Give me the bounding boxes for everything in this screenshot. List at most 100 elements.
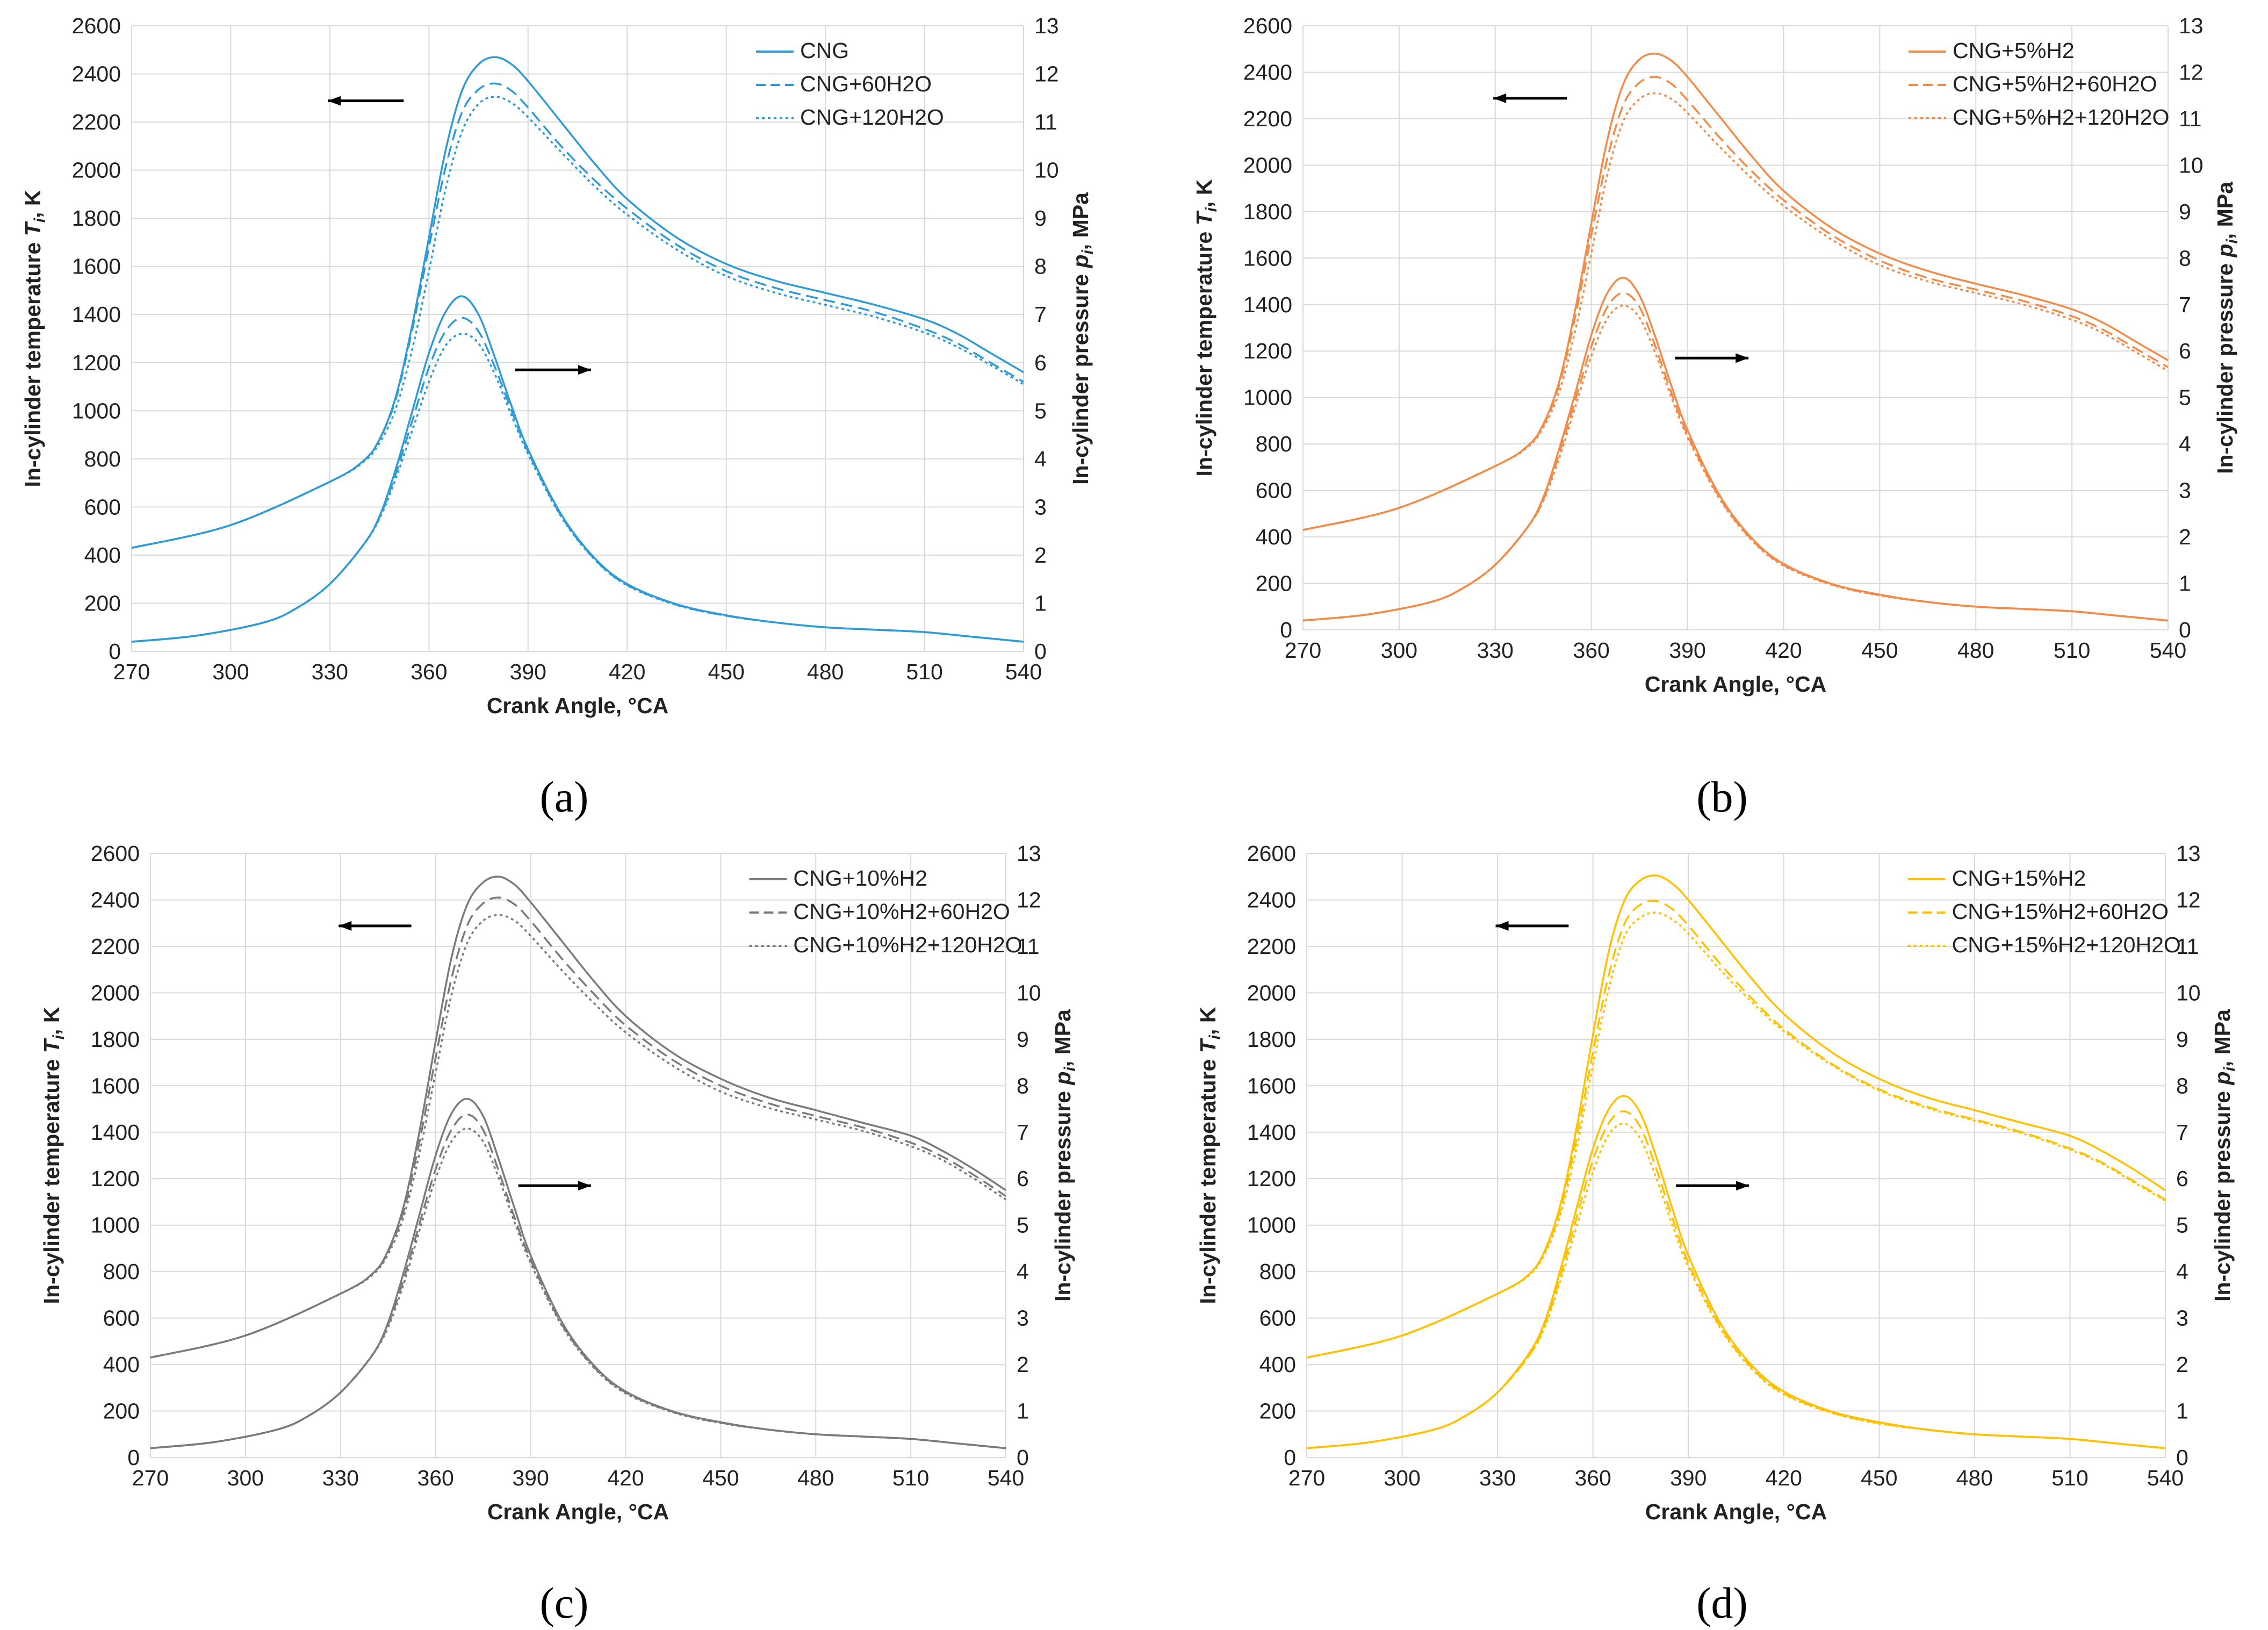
y-tick-label: 400 bbox=[1259, 1352, 1296, 1377]
legend-label: CNG+60H2O bbox=[800, 71, 932, 96]
y2-tick-label: 9 bbox=[1034, 206, 1047, 231]
y2-tick-label: 0 bbox=[1034, 639, 1047, 664]
y2-tick-label: 12 bbox=[1017, 887, 1041, 912]
y-tick-label: 1000 bbox=[72, 398, 121, 423]
panel-caption: (a) bbox=[539, 772, 588, 821]
x-axis-title: Crank Angle, °CA bbox=[1645, 1499, 1827, 1524]
y2-tick-label: 2 bbox=[2179, 525, 2191, 549]
y2-tick-label: 2 bbox=[2176, 1352, 2188, 1377]
y2-tick-label: 1 bbox=[1017, 1399, 1029, 1424]
series-line-temperature-dot bbox=[1306, 911, 2166, 1359]
y-tick-label: 400 bbox=[103, 1352, 140, 1377]
legend-label: CNG+15%H2+120H2O bbox=[1952, 932, 2181, 957]
panel-caption: (b) bbox=[1696, 772, 1748, 821]
y-tick-label: 1000 bbox=[91, 1213, 140, 1238]
y-tick-label: 1600 bbox=[91, 1073, 140, 1098]
y-tick-label: 2200 bbox=[91, 934, 140, 959]
y-tick-label: 1000 bbox=[1247, 1213, 1296, 1238]
pressure-axis-arrow-head bbox=[1736, 1181, 1749, 1191]
chart-panel-d: 270 300 330 360 390 420 450 480 510 5400200400600… bbox=[1196, 841, 2238, 1627]
y2-tick-label: 6 bbox=[1017, 1166, 1029, 1191]
x-tick-label: 300 bbox=[1381, 638, 1417, 663]
x-tick-label: 450 bbox=[708, 659, 744, 684]
series-line-temperature-dash bbox=[150, 896, 1006, 1359]
series-line-temperature-solid bbox=[1306, 874, 2166, 1359]
y-tick-label: 800 bbox=[84, 447, 121, 471]
y-tick-label: 2600 bbox=[91, 841, 140, 866]
y2-tick-label: 5 bbox=[1034, 398, 1047, 423]
y-tick-label: 1200 bbox=[1247, 1166, 1296, 1191]
x-tick-label: 450 bbox=[1861, 1466, 1897, 1490]
y-tick-label: 1800 bbox=[72, 206, 121, 231]
y-tick-label: 800 bbox=[1259, 1259, 1296, 1284]
y2-tick-label: 4 bbox=[1017, 1259, 1029, 1284]
legend-label: CNG+5%H2+120H2O bbox=[1953, 105, 2169, 130]
x-tick-label: 270 bbox=[1285, 638, 1321, 663]
y-tick-label: 2400 bbox=[1243, 60, 1292, 84]
x-tick-label: 450 bbox=[1861, 638, 1898, 663]
x-tick-label: 540 bbox=[2150, 638, 2186, 663]
y-tick-label: 1000 bbox=[1243, 385, 1292, 410]
x-axis-title: Crank Angle, °CA bbox=[487, 693, 668, 718]
y-tick-label: 1800 bbox=[1243, 199, 1292, 224]
x-tick-label: 330 bbox=[312, 659, 348, 684]
y2-tick-label: 7 bbox=[1017, 1120, 1029, 1145]
y-tick-label: 1200 bbox=[1243, 339, 1292, 363]
legend-label: CNG+120H2O bbox=[800, 105, 944, 130]
legend-label: CNG+15%H2 bbox=[1952, 866, 2086, 891]
chart-panel-b: 270 300 330 360 390 420 450 480 510 5400200400600… bbox=[1192, 13, 2241, 821]
series-line-pressure-dot bbox=[131, 333, 1024, 643]
y2-tick-label: 13 bbox=[1034, 13, 1059, 38]
y-tick-label: 1400 bbox=[1243, 292, 1292, 317]
y2-tick-label: 5 bbox=[1017, 1213, 1029, 1238]
x-tick-label: 330 bbox=[322, 1466, 359, 1490]
y-tick-label: 2000 bbox=[72, 158, 121, 183]
y2-tick-label: 10 bbox=[2176, 980, 2201, 1005]
series-line-temperature-dash bbox=[131, 82, 1024, 549]
y-tick-label: 2600 bbox=[1247, 841, 1296, 866]
x-tick-label: 390 bbox=[1669, 638, 1705, 663]
y2-tick-label: 8 bbox=[1034, 254, 1047, 279]
y-tick-label: 2600 bbox=[1243, 13, 1292, 38]
y-tick-label: 0 bbox=[1284, 1445, 1296, 1470]
y2-tick-label: 10 bbox=[1017, 980, 1041, 1005]
temperature-axis-arrow-head bbox=[1493, 93, 1507, 103]
legend-label: CNG bbox=[800, 38, 849, 63]
temperature-axis-arrow-head bbox=[1495, 921, 1509, 931]
x-tick-label: 390 bbox=[512, 1466, 549, 1490]
y2-tick-label: 2 bbox=[1034, 543, 1047, 568]
x-tick-label: 420 bbox=[609, 659, 645, 684]
x-tick-label: 300 bbox=[212, 659, 249, 684]
panel-caption: (d) bbox=[1696, 1578, 1748, 1627]
chart-panel-c: 270 300 330 360 390 420 450 480 510 5400200400600… bbox=[39, 841, 1079, 1627]
y2-tick-label: 11 bbox=[2179, 106, 2202, 131]
y-tick-label: 0 bbox=[1280, 617, 1292, 642]
x-tick-label: 360 bbox=[1574, 1466, 1611, 1490]
y2-tick-label: 7 bbox=[2176, 1120, 2188, 1145]
x-tick-label: 510 bbox=[2054, 638, 2090, 663]
x-tick-label: 510 bbox=[2051, 1466, 2088, 1490]
y-tick-label: 2000 bbox=[91, 980, 140, 1005]
y2-tick-label: 10 bbox=[1034, 158, 1059, 183]
y-tick-label: 1600 bbox=[1243, 246, 1292, 270]
x-tick-label: 420 bbox=[1766, 1466, 1802, 1490]
y2-tick-label: 6 bbox=[2179, 339, 2191, 363]
y-axis-title: In-cylinder temperature Ti, K bbox=[39, 1007, 68, 1304]
legend-label: CNG+5%H2 bbox=[1953, 38, 2075, 63]
y2-tick-label: 5 bbox=[2179, 385, 2191, 410]
y-tick-label: 800 bbox=[1256, 432, 1292, 456]
x-axis-title: Crank Angle, °CA bbox=[1645, 672, 1826, 696]
x-tick-label: 480 bbox=[1957, 638, 1994, 663]
x-tick-label: 480 bbox=[1956, 1466, 1993, 1490]
y-tick-label: 2200 bbox=[1247, 934, 1296, 959]
y2-tick-label: 0 bbox=[2176, 1445, 2188, 1470]
x-tick-label: 330 bbox=[1477, 638, 1514, 663]
x-tick-label: 390 bbox=[510, 659, 546, 684]
y2-tick-label: 1 bbox=[1034, 591, 1047, 615]
y-axis-title: In-cylinder temperature Ti, K bbox=[1192, 179, 1220, 476]
y-tick-label: 600 bbox=[1259, 1306, 1296, 1331]
pressure-axis-arrow-head bbox=[578, 1181, 591, 1191]
y2-tick-label: 3 bbox=[2179, 478, 2191, 503]
y2-tick-label: 9 bbox=[2179, 199, 2191, 224]
